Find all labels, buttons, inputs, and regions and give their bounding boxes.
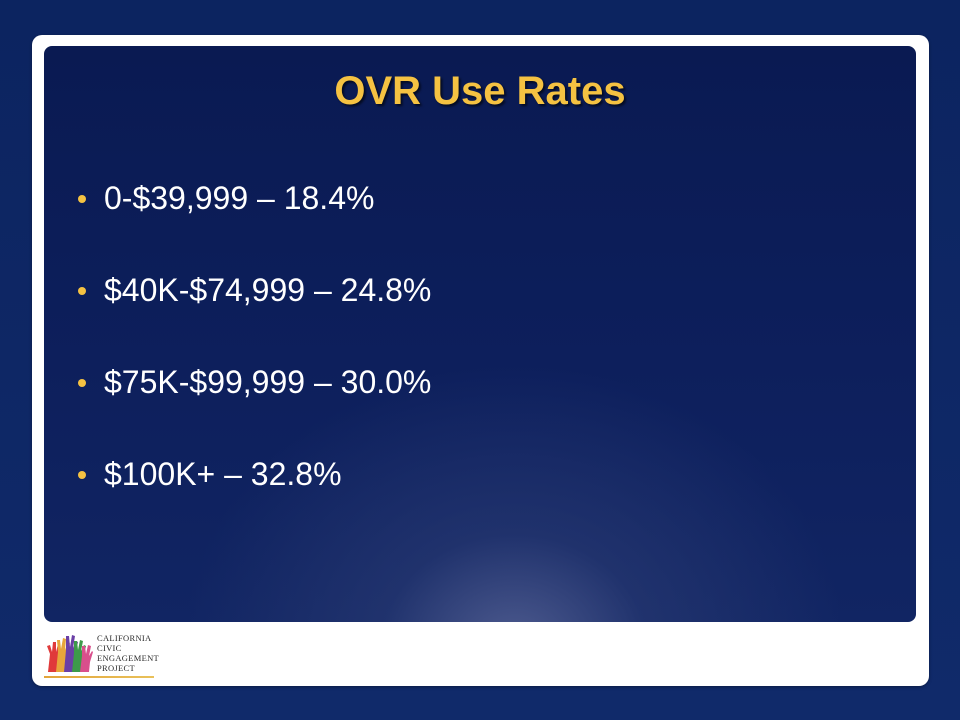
bullet-dot-icon: [78, 195, 86, 203]
bullet-item: $40K-$74,999 – 24.8%: [78, 268, 431, 360]
logo-underline: [44, 676, 154, 678]
bullet-list: 0-$39,999 – 18.4% $40K-$74,999 – 24.8% $…: [78, 176, 431, 544]
bullet-dot-icon: [78, 287, 86, 295]
bullet-dot-icon: [78, 379, 86, 387]
content-panel: [44, 46, 916, 622]
bullet-item: 0-$39,999 – 18.4%: [78, 176, 431, 268]
bullet-item: $75K-$99,999 – 30.0%: [78, 360, 431, 452]
bullet-text: $100K+ – 32.8%: [104, 456, 342, 492]
bullet-text: $40K-$74,999 – 24.8%: [104, 272, 432, 308]
slide-title: OVR Use Rates: [334, 69, 626, 113]
organization-logo: California Civic Engagement Project: [44, 632, 174, 678]
logo-text: California Civic Engagement Project: [97, 633, 160, 673]
bullet-item: $100K+ – 32.8%: [78, 452, 431, 544]
bullet-text: 0-$39,999 – 18.4%: [104, 180, 375, 216]
bullet-text: $75K-$99,999 – 30.0%: [104, 364, 432, 400]
bullet-dot-icon: [78, 471, 86, 479]
raised-hands-icon: [47, 635, 93, 672]
